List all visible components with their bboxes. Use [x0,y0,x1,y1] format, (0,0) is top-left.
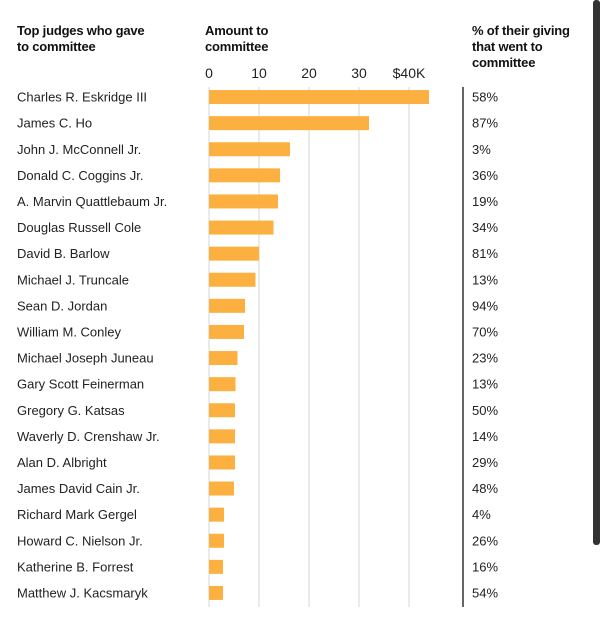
x-tick-label: 10 [251,65,267,81]
percent-value: 36% [472,168,498,183]
judge-name: Gregory G. Katsas [17,403,125,418]
judge-name: Waverly D. Crenshaw Jr. [17,429,160,444]
judge-name: Sean D. Jordan [17,298,107,313]
x-tick-label: 30 [351,65,367,81]
percent-value: 87% [472,116,498,131]
amount-bar [209,403,235,417]
judge-name: Howard C. Nielson Jr. [17,533,143,548]
amount-bar [209,221,274,235]
x-tick-label: $40K [393,65,426,81]
percent-value: 26% [472,533,498,548]
percent-value: 13% [472,272,498,287]
amount-bar [209,429,235,443]
judge-name: Douglas Russell Cole [17,220,141,235]
percent-value: 3% [472,142,491,157]
amount-bar [209,534,224,548]
judge-name: Gary Scott Feinerman [17,377,144,392]
x-tick-label: 0 [205,65,213,81]
x-tick-label: 20 [301,65,317,81]
percent-value: 58% [472,90,498,105]
percent-value: 54% [472,585,498,600]
percent-value: 14% [472,429,498,444]
scrollbar[interactable] [593,0,600,545]
judge-name: Richard Mark Gergel [17,507,137,522]
amount-bar [209,168,280,182]
percent-value: 50% [472,403,498,418]
judge-name: Charles R. Eskridge III [17,90,147,105]
percent-value: 29% [472,455,498,470]
percent-value: 34% [472,220,498,235]
judge-name: Michael J. Truncale [17,272,129,287]
amount-bar [209,482,234,496]
amount-bar [209,116,369,130]
judge-name: John J. McConnell Jr. [17,142,141,157]
judge-name: David B. Barlow [17,246,110,261]
percent-value: 23% [472,351,498,366]
percent-value: 48% [472,481,498,496]
judge-name: James C. Ho [17,116,92,131]
percent-value: 70% [472,324,498,339]
amount-bar [209,377,236,391]
judge-name: A. Marvin Quattlebaum Jr. [17,194,167,209]
percent-value: 19% [472,194,498,209]
amount-bar [209,247,259,261]
amount-bar [209,273,256,287]
amount-bar [209,142,290,156]
amount-bar [209,351,238,365]
amount-bar [209,90,429,104]
judge-name: Michael Joseph Juneau [17,351,154,366]
percent-value: 81% [472,246,498,261]
percent-value: 4% [472,507,491,522]
amount-bar [209,560,223,574]
percent-value: 13% [472,377,498,392]
percent-value: 94% [472,298,498,313]
amount-bar [209,325,244,339]
percent-value: 16% [472,559,498,574]
amount-bar [209,299,245,313]
judge-name: William M. Conley [17,324,122,339]
judge-name: Matthew J. Kacsmaryk [17,585,148,600]
amount-bar [209,455,235,469]
amount-bar [209,508,224,522]
judge-name: James David Cain Jr. [17,481,140,496]
amount-bar [209,194,278,208]
amount-bar [209,586,223,600]
judge-name: Alan D. Albright [17,455,107,470]
judge-name: Katherine B. Forrest [17,559,134,574]
judge-name: Donald C. Coggins Jr. [17,168,143,183]
